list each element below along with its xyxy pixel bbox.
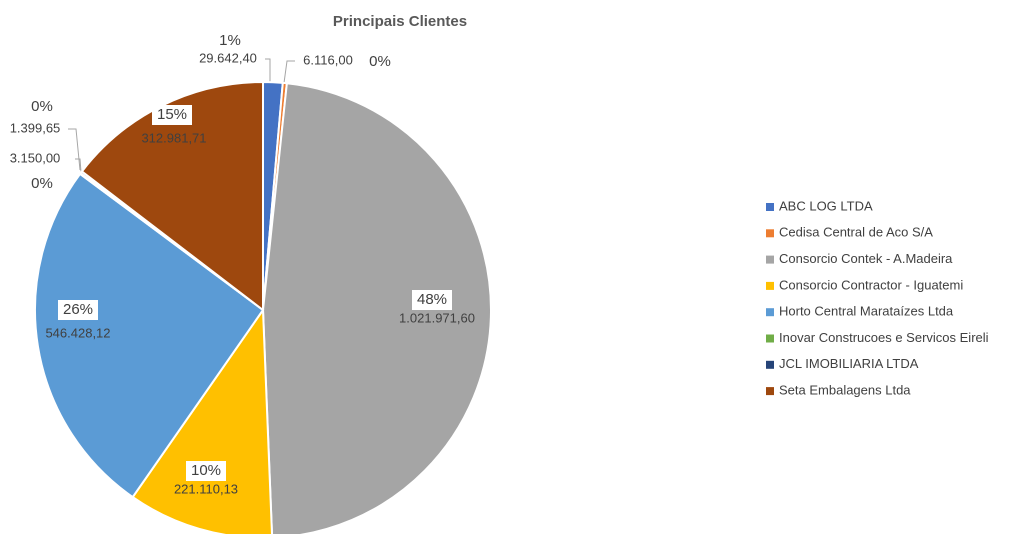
- value-label: 221.110,13: [174, 481, 238, 496]
- legend-label: Cedisa Central de Aco S/A: [779, 225, 933, 240]
- legend-swatch: [766, 281, 774, 290]
- legend-label: Consorcio Contek - A.Madeira: [779, 251, 953, 266]
- pie-slice: [131, 306, 273, 534]
- percent-label: 1%: [219, 32, 241, 49]
- percent-label-box: [58, 300, 98, 320]
- legend-label: Inovar Construcoes e Servicos Eireli: [779, 330, 989, 345]
- value-label: 1.399,65: [10, 120, 61, 135]
- leader-line: [283, 60, 295, 84]
- legend-label: Consorcio Contractor - Iguatemi: [779, 277, 963, 292]
- percent-label: 48%: [417, 291, 447, 308]
- percent-label: 10%: [191, 462, 221, 479]
- legend-swatch: [766, 387, 774, 396]
- percent-label: 26%: [63, 301, 93, 318]
- percent-label: 0%: [369, 53, 391, 70]
- legend-swatch: [766, 334, 774, 343]
- leader-line: [68, 128, 81, 171]
- legend-swatch: [766, 255, 774, 264]
- pie-slice: [261, 82, 492, 534]
- legend-label: Seta Embalagens Ltda: [779, 383, 911, 398]
- legend-label: Horto Central Marataízes Ltda: [779, 304, 954, 319]
- percent-label-box: [152, 105, 192, 125]
- value-label: 546.428,12: [45, 325, 110, 340]
- legend-swatch: [766, 203, 774, 211]
- percent-label-box: [186, 461, 226, 481]
- value-label: 6.116,00: [303, 52, 353, 67]
- chart-title: Principais Clientes: [333, 13, 467, 30]
- value-label: 3.150,00: [10, 150, 61, 165]
- legend-swatch: [766, 229, 774, 238]
- legend-label: ABC LOG LTDA: [779, 198, 873, 213]
- percent-label: 15%: [157, 106, 187, 123]
- percent-label-box: [412, 290, 452, 310]
- value-label: 1.021.971,60: [399, 310, 475, 325]
- leader-line: [265, 58, 271, 83]
- legend-swatch: [766, 360, 774, 369]
- leader-lines: [68, 58, 295, 173]
- legend-label: JCL IMOBILIARIA LTDA: [779, 356, 919, 371]
- percent-label: 0%: [31, 98, 53, 115]
- value-label: 312.981,71: [141, 130, 206, 145]
- leader-line: [75, 158, 82, 173]
- percent-label: 0%: [31, 175, 53, 192]
- legend-swatch: [766, 308, 774, 317]
- value-label: 29.642,40: [199, 50, 257, 65]
- pie-slice: [34, 172, 265, 499]
